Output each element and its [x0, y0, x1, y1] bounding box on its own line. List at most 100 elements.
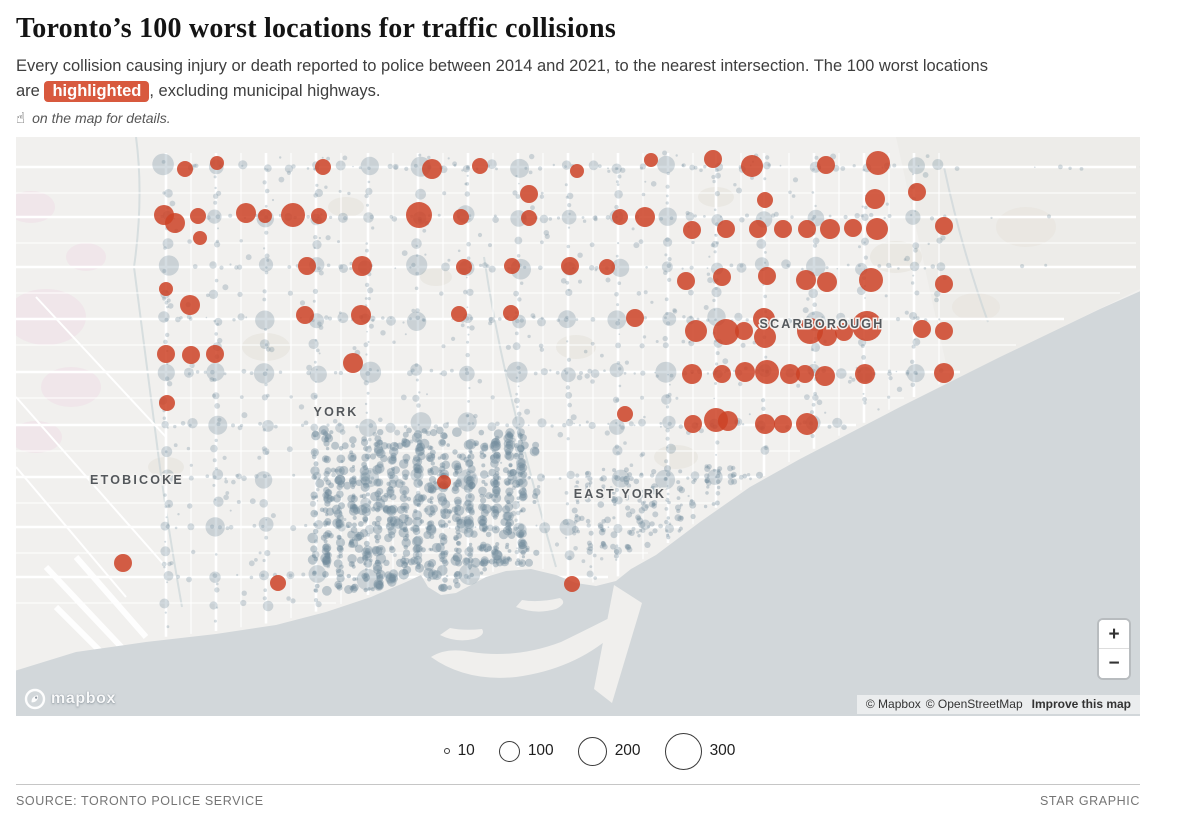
collision-hotspot-dot[interactable]: [682, 364, 702, 384]
map-canvas[interactable]: ETOBICOKE YORK EAST YORK SCARBOROUGH: [16, 137, 1140, 716]
collision-hotspot-dot[interactable]: [296, 306, 314, 324]
collision-hotspot-dot[interactable]: [835, 323, 853, 341]
collision-hotspot-dot[interactable]: [612, 209, 628, 225]
collision-hotspot-dot[interactable]: [406, 202, 432, 228]
collision-hotspot-dot[interactable]: [713, 319, 739, 345]
collision-hotspot-dot[interactable]: [521, 210, 537, 226]
collision-hotspot-dot[interactable]: [935, 217, 953, 235]
collision-hotspot-dot[interactable]: [820, 219, 840, 239]
zoom-in-button[interactable]: +: [1099, 620, 1129, 649]
collision-hotspot-dot[interactable]: [504, 258, 520, 274]
collision-hotspot-dot[interactable]: [315, 159, 331, 175]
collision-hotspot-dot[interactable]: [206, 345, 224, 363]
collision-hotspot-dot[interactable]: [352, 256, 372, 276]
collision-hotspot-dot[interactable]: [311, 208, 327, 224]
collision-hotspot-dot[interactable]: [852, 311, 882, 341]
collision-hotspot-dot[interactable]: [685, 320, 707, 342]
collision-hotspot-dot[interactable]: [177, 161, 193, 177]
collision-hotspot-dot[interactable]: [797, 318, 823, 344]
collision-hotspot-dot[interactable]: [780, 364, 800, 384]
collision-hotspot-dot[interactable]: [749, 220, 767, 238]
collision-hotspot-dot[interactable]: [270, 575, 286, 591]
collision-hotspot-dot[interactable]: [796, 270, 816, 290]
collision-hotspot-dot[interactable]: [796, 365, 814, 383]
collision-hotspot-dot[interactable]: [704, 150, 722, 168]
collision-hotspot-dot[interactable]: [757, 192, 773, 208]
collision-hotspot-dot[interactable]: [859, 268, 883, 292]
collision-hotspot-dot[interactable]: [677, 272, 695, 290]
collision-hotspot-dot[interactable]: [157, 345, 175, 363]
collision-hotspot-dot[interactable]: [796, 413, 818, 435]
collision-hotspot-dot[interactable]: [755, 414, 775, 434]
collision-hotspot-dot[interactable]: [281, 203, 305, 227]
collision-hotspot-dot[interactable]: [422, 159, 442, 179]
collision-hotspot-dot[interactable]: [351, 305, 371, 325]
collision-hotspot-dot[interactable]: [635, 207, 655, 227]
collision-hotspot-dot[interactable]: [774, 220, 792, 238]
collision-hotspot-dot[interactable]: [934, 363, 954, 383]
collision-hotspot-dot[interactable]: [817, 156, 835, 174]
collision-hotspot-dot[interactable]: [755, 360, 779, 384]
collision-hotspot-dot[interactable]: [866, 151, 890, 175]
collision-hotspot-dot[interactable]: [817, 326, 837, 346]
collision-hotspot-dot[interactable]: [451, 306, 467, 322]
collision-hotspot-dot[interactable]: [570, 164, 584, 178]
collision-hotspot-dot[interactable]: [684, 415, 702, 433]
improve-map-link[interactable]: Improve this map: [1031, 697, 1131, 711]
collision-hotspot-dot[interactable]: [713, 268, 731, 286]
collision-hotspot-dot[interactable]: [236, 203, 256, 223]
collision-hotspot-dot[interactable]: [564, 576, 580, 592]
collision-hotspot-dot[interactable]: [866, 218, 888, 240]
collision-hotspot-dot[interactable]: [298, 257, 316, 275]
collision-hotspot-dot[interactable]: [741, 155, 763, 177]
collision-hotspot-dot[interactable]: [617, 406, 633, 422]
collision-hotspot-dot[interactable]: [437, 475, 451, 489]
collision-hotspot-dot[interactable]: [815, 366, 835, 386]
collision-hotspot-dot[interactable]: [855, 364, 875, 384]
collision-hotspot-dot[interactable]: [561, 257, 579, 275]
collision-hotspot-dot[interactable]: [774, 415, 792, 433]
mapbox-attribution-link[interactable]: © Mapbox: [865, 697, 921, 711]
collision-hotspot-dot[interactable]: [908, 183, 926, 201]
collision-hotspot-dot[interactable]: [343, 353, 363, 373]
collision-hotspot-dot[interactable]: [190, 208, 206, 224]
collision-hotspot-dot[interactable]: [844, 219, 862, 237]
collision-hotspot-dot[interactable]: [735, 322, 753, 340]
region-label: EAST YORK: [574, 487, 667, 501]
collision-hotspot-dot[interactable]: [456, 259, 472, 275]
osm-attribution-link[interactable]: © OpenStreetMap: [925, 697, 1023, 711]
collision-hotspot-dot[interactable]: [644, 153, 658, 167]
collision-hotspot-dot[interactable]: [713, 365, 731, 383]
collision-hotspot-dot[interactable]: [472, 158, 488, 174]
collision-hotspot-dot[interactable]: [718, 411, 738, 431]
collision-hotspot-dot[interactable]: [935, 322, 953, 340]
collision-hotspot-dot[interactable]: [865, 189, 885, 209]
collision-hotspot-dot[interactable]: [210, 156, 224, 170]
collision-hotspot-dot[interactable]: [935, 275, 953, 293]
collision-hotspot-dot[interactable]: [913, 320, 931, 338]
collision-hotspot-dot[interactable]: [193, 231, 207, 245]
collision-map[interactable]: ETOBICOKE YORK EAST YORK SCARBOROUGH mapbox…: [16, 137, 1140, 716]
mapbox-logo[interactable]: mapbox: [24, 688, 116, 710]
collision-hotspot-dot[interactable]: [798, 220, 816, 238]
collision-hotspot-dot[interactable]: [159, 395, 175, 411]
collision-hotspot-dot[interactable]: [503, 305, 519, 321]
collision-hotspot-dot[interactable]: [159, 282, 173, 296]
collision-hotspot-dot[interactable]: [599, 259, 615, 275]
collision-hotspot-dot[interactable]: [753, 308, 775, 330]
collision-hotspot-dot[interactable]: [520, 185, 538, 203]
collision-hotspot-dot[interactable]: [735, 362, 755, 382]
collision-hotspot-dot[interactable]: [182, 346, 200, 364]
collision-hotspot-dot[interactable]: [165, 213, 185, 233]
collision-hotspot-dot[interactable]: [758, 267, 776, 285]
collision-hotspot-dot[interactable]: [683, 221, 701, 239]
zoom-out-button[interactable]: −: [1099, 649, 1129, 678]
collision-hotspot-dot[interactable]: [717, 220, 735, 238]
collision-hotspot-dot[interactable]: [754, 326, 776, 348]
collision-hotspot-dot[interactable]: [453, 209, 469, 225]
collision-hotspot-dot[interactable]: [626, 309, 644, 327]
collision-hotspot-dot[interactable]: [114, 554, 132, 572]
collision-hotspot-dot[interactable]: [817, 272, 837, 292]
collision-hotspot-dot[interactable]: [180, 295, 200, 315]
collision-hotspot-dot[interactable]: [258, 209, 272, 223]
